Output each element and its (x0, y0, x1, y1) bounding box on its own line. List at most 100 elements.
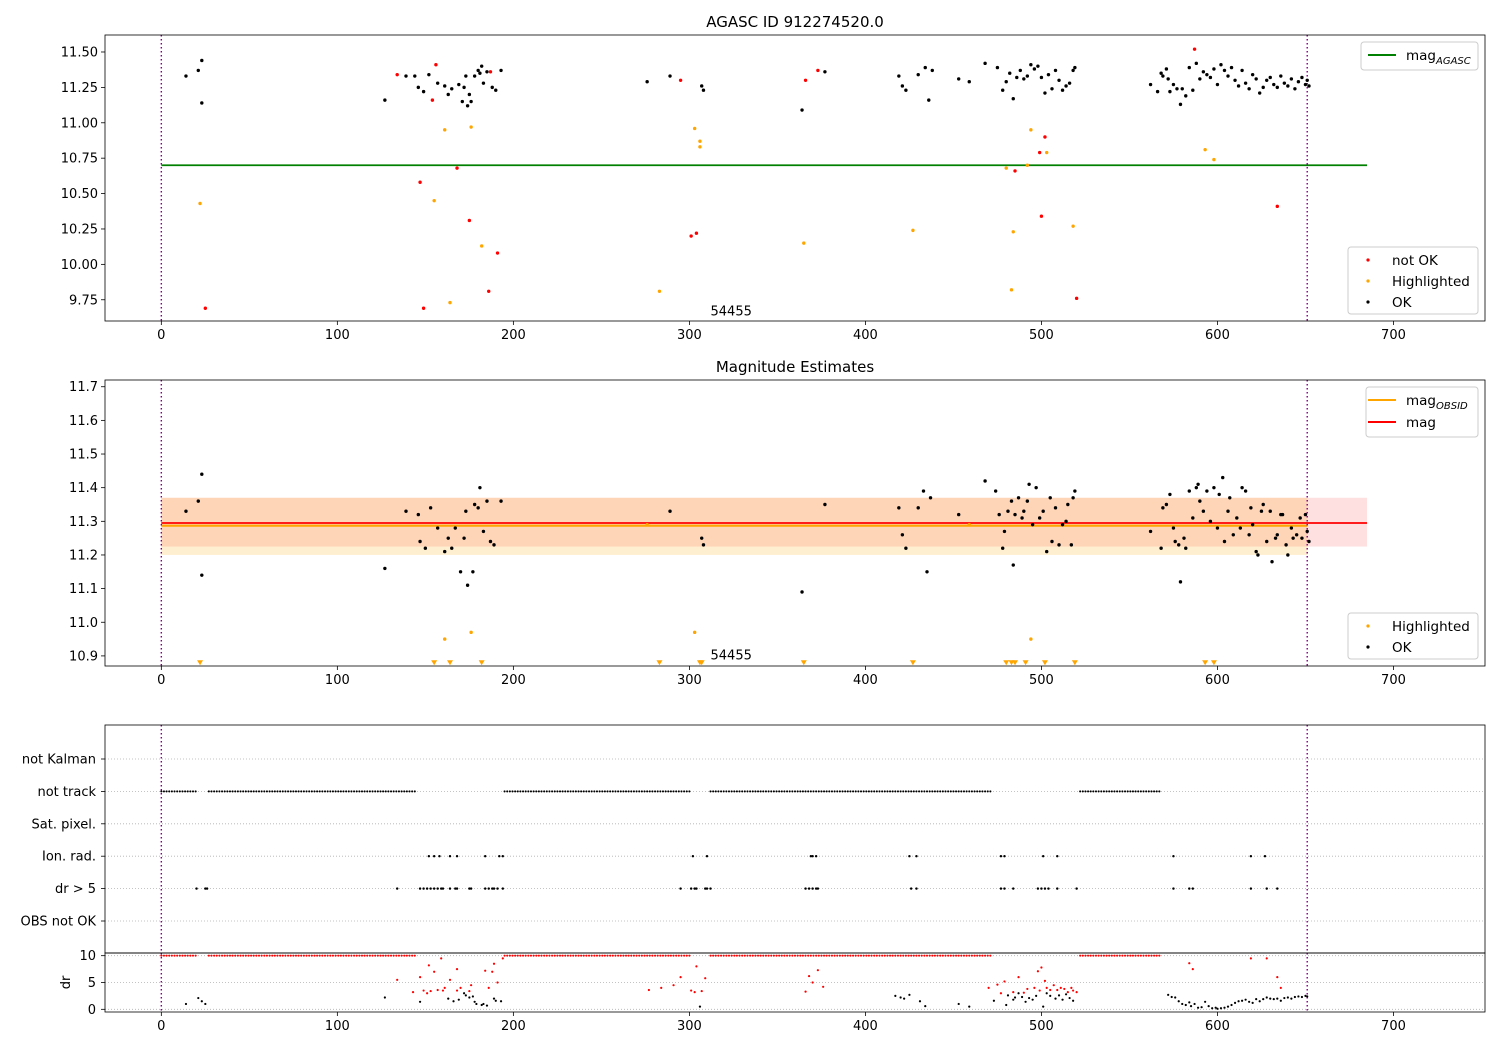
data-point (184, 509, 188, 513)
dr-point-red (323, 954, 327, 957)
dr-point-red (353, 954, 356, 957)
data-point (1212, 485, 1216, 490)
dr-point (1306, 995, 1309, 998)
not-track-point (804, 790, 807, 793)
dr-point-red (648, 954, 651, 957)
x-tick-label: 0 (157, 673, 165, 688)
data-point (200, 573, 204, 577)
dr-point-red (825, 954, 828, 957)
data-point (1215, 526, 1220, 530)
panel-agasc: AGASC ID 912274520.0 54455 0 100 200 300 400 50… (61, 13, 1486, 343)
not-track-point (712, 790, 715, 793)
dr-point-red (999, 992, 1003, 995)
dr5-point (418, 887, 422, 890)
chart-title: AGASC ID 912274520.0 (706, 13, 884, 31)
not-track-point (754, 790, 757, 793)
not-track-point (643, 790, 646, 793)
dr-point-red (867, 954, 870, 957)
data-point (1022, 509, 1026, 513)
data-point (823, 502, 827, 507)
dr-point (1045, 992, 1048, 995)
dr-point-red (1072, 989, 1075, 992)
not-track-point (561, 790, 564, 793)
dr-point-red (844, 954, 847, 957)
dr-point-red (1134, 954, 1137, 957)
data-point (1300, 75, 1304, 80)
lower-limit-marker (1003, 660, 1010, 666)
dr-point-red (638, 954, 641, 957)
dr-point (1064, 993, 1068, 996)
not-track-point (978, 790, 981, 793)
dr-point-red (484, 969, 487, 972)
dr-point-red (822, 985, 825, 988)
ion-rad-point (809, 855, 813, 858)
data-point (645, 522, 649, 527)
dr-point-red (669, 954, 672, 957)
data-point (1166, 77, 1170, 81)
flag-row-label: not track (37, 785, 96, 800)
data-point (1004, 80, 1008, 84)
not-track-point (973, 790, 976, 793)
data-point (1254, 549, 1258, 554)
dr-point (1072, 999, 1075, 1002)
not-track-point (384, 790, 387, 793)
data-point (485, 499, 489, 503)
dr-point (471, 995, 474, 998)
data-point (1015, 75, 1019, 80)
dr-point (1251, 1001, 1254, 1004)
legend-label-text: mag (1406, 415, 1436, 431)
dr-point (1244, 998, 1247, 1001)
dr-point (1283, 996, 1286, 1000)
dr-point-red (749, 954, 752, 957)
dr-point-red (1137, 954, 1140, 957)
not-track-point (614, 790, 617, 793)
data-point (1305, 529, 1309, 534)
data-point (1303, 512, 1308, 517)
not-track-point (263, 790, 266, 793)
dr-point-red (965, 954, 968, 957)
dr-point-red (1153, 954, 1156, 957)
data-point (1039, 214, 1044, 218)
not-track-point (743, 790, 746, 793)
data-point (1064, 84, 1068, 88)
not-track-point (664, 790, 667, 793)
not-track-point (912, 790, 915, 793)
dr-point (1054, 997, 1057, 1000)
legend-label-text: mag (1406, 48, 1436, 64)
dr-point-red (397, 954, 401, 957)
dr-point (1031, 998, 1034, 1001)
dr-point (1211, 1007, 1214, 1010)
not-track-point (852, 790, 855, 793)
data-point (1191, 88, 1195, 92)
dr5-point (205, 887, 209, 890)
dr-point-red (360, 954, 364, 957)
not-track-point (413, 790, 416, 793)
not-track-point (210, 790, 213, 793)
data-point (1240, 68, 1244, 73)
dr-point-red (1012, 991, 1015, 994)
dr-point-red (939, 954, 942, 957)
dr-point (1255, 998, 1258, 1001)
dr-point-red (780, 954, 783, 957)
dr-point-red (984, 954, 987, 957)
dr-point (200, 1000, 203, 1003)
not-track-point (931, 790, 934, 793)
dr-point (494, 999, 497, 1002)
dr5-point (1012, 887, 1015, 890)
data-point (467, 218, 472, 223)
dr-point-red (606, 954, 609, 957)
dr-point-red (516, 954, 519, 957)
dr-point-red (519, 954, 522, 957)
not-track-point (590, 790, 593, 793)
dr5-point (999, 887, 1003, 890)
not-track-point (395, 790, 398, 793)
data-point (383, 98, 387, 102)
not-track-point (595, 790, 599, 793)
dr5-point (454, 887, 457, 890)
data-point (967, 80, 971, 84)
ion-rad-point (1056, 855, 1059, 858)
not-track-point (617, 790, 620, 793)
not-track-point (1153, 790, 1156, 793)
data-point (1182, 536, 1186, 540)
dr-point-red (1089, 954, 1092, 957)
